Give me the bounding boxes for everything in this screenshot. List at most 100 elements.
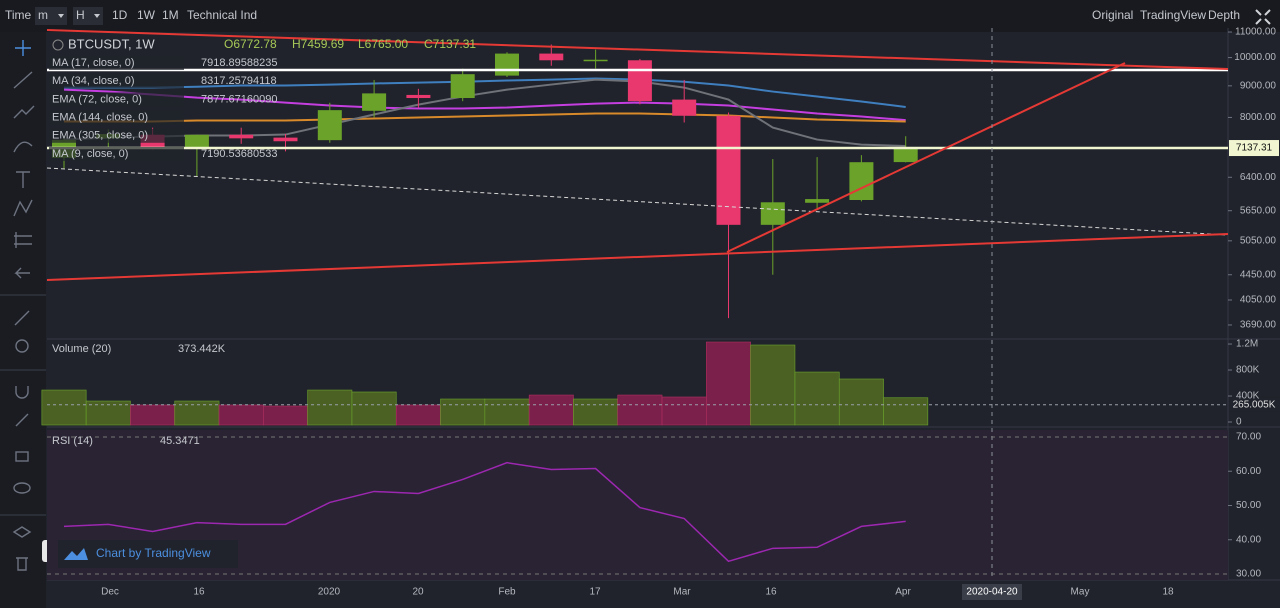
volume-bar: [218, 404, 264, 426]
toolbar-button[interactable]: 1M: [162, 8, 179, 22]
indicator-line: [64, 77, 906, 108]
trendline-icon[interactable]: [13, 71, 33, 89]
indicator-value: 7877.67160090: [201, 93, 277, 105]
y-tick-label: 30.00: [1236, 569, 1261, 580]
toolbar-button[interactable]: 1W: [137, 8, 156, 22]
volume-bar: [130, 404, 176, 426]
pattern-icon[interactable]: [13, 199, 33, 217]
candle-body: [627, 60, 652, 102]
candle-body: [583, 59, 608, 62]
volume-ma-label: 265.005K: [1233, 399, 1276, 410]
volume-bar: [838, 378, 884, 426]
toolbar-button[interactable]: m: [38, 8, 48, 22]
y-tick-label: 70.00: [1236, 432, 1261, 443]
text-icon[interactable]: [16, 171, 30, 188]
volume-value: 373.442K: [178, 343, 226, 355]
volume-label: Volume (20): [52, 343, 111, 355]
candle-body: [672, 99, 697, 116]
volume-bar: [41, 389, 87, 426]
ruler-icon[interactable]: [14, 310, 30, 326]
x-tick-label: Feb: [498, 587, 516, 598]
x-tick-label: 2020-04-20: [966, 587, 1018, 598]
x-tick-label: 16: [765, 587, 777, 598]
indicator-value: 8317.25794118: [201, 75, 277, 87]
candle-body: [273, 137, 298, 142]
x-tick-label: 18: [1162, 587, 1174, 598]
candle-body: [539, 53, 564, 61]
symbol-icon: [52, 39, 64, 51]
x-tick-label: Apr: [895, 587, 911, 598]
x-tick-label: Dec: [101, 587, 119, 598]
candle-body: [849, 162, 874, 201]
candle-body: [495, 53, 519, 76]
dropdown[interactable]: [73, 7, 103, 25]
toolbar-button[interactable]: Time: [5, 8, 32, 22]
toolbar-button[interactable]: H: [76, 8, 85, 22]
candle-body: [893, 148, 918, 163]
candle-body: [760, 202, 785, 225]
indicator-label: EMA (144, close, 0): [52, 112, 148, 124]
lock-icon[interactable]: [15, 451, 29, 462]
view-tab[interactable]: TradingView: [1140, 8, 1206, 22]
ohlc-value: C7137.31: [424, 37, 476, 51]
lock-draw-icon[interactable]: [15, 413, 29, 427]
y-tick-label: 8000.00: [1240, 112, 1277, 123]
prediction-icon[interactable]: [14, 232, 32, 248]
volume-bar: [395, 404, 441, 426]
candle-body: [450, 74, 475, 99]
watermark: Chart by TradingView: [58, 540, 238, 568]
view-tab[interactable]: Depth: [1208, 8, 1240, 22]
legend-bg: [49, 56, 184, 70]
volume-bar: [440, 398, 486, 426]
toolbar: [0, 0, 1280, 32]
eye-icon[interactable]: [13, 482, 31, 494]
y-tick-label: 3690.00: [1240, 320, 1277, 331]
back-icon[interactable]: [14, 267, 30, 279]
fib-icon[interactable]: [13, 105, 35, 119]
ohlc-value: H7459.69: [292, 37, 344, 51]
x-tick-label: 16: [193, 587, 205, 598]
rsi-line: [63, 461, 906, 563]
indicator-label: MA (9, close, 0): [52, 148, 128, 160]
candle-body: [229, 134, 254, 139]
volume-bar: [263, 405, 308, 426]
y-tick-label: 1.2M: [1236, 339, 1258, 350]
volume-bar: [484, 398, 530, 426]
toolbar-button[interactable]: Technical Ind: [187, 8, 257, 22]
toolbar-button[interactable]: 1D: [112, 8, 128, 22]
y-tick-label: 5650.00: [1240, 205, 1277, 216]
magnet-icon[interactable]: [15, 386, 29, 399]
trash-icon[interactable]: [16, 557, 28, 571]
volume-ma-box: [1229, 397, 1279, 412]
indicator-line: [64, 112, 906, 123]
overlay: Time m H 1D 1W 1M Technical Ind Original Trading…: [5, 7, 1279, 600]
volume-bar: [883, 397, 929, 426]
candle-body: [317, 110, 342, 141]
layers-icon[interactable]: [12, 526, 32, 538]
crosshair-icon[interactable]: [15, 40, 31, 56]
y-tick-label: 5050.00: [1240, 235, 1277, 246]
indicator-label: MA (34, close, 0): [52, 75, 135, 87]
rsi-label: RSI (14): [52, 435, 93, 447]
y-tick-label: 60.00: [1236, 466, 1261, 477]
volume-bar: [528, 394, 574, 426]
trendline: [46, 29, 1229, 70]
zoom-icon[interactable]: [15, 339, 29, 353]
view-tab[interactable]: Original: [1092, 8, 1133, 22]
volume-bar: [351, 391, 397, 426]
candle-body: [716, 115, 741, 225]
fullscreen-icon[interactable]: [1255, 9, 1271, 25]
dropdown[interactable]: [35, 7, 67, 25]
y-tick-label: 9000.00: [1240, 80, 1277, 91]
y-tick-label: 50.00: [1236, 500, 1261, 511]
last-price-box: [1229, 140, 1279, 157]
legend-bg: [49, 92, 184, 107]
y-tick-label: 10000.00: [1234, 52, 1276, 63]
y-tick-label: 4450.00: [1240, 269, 1277, 280]
last-price: 7137.31: [1236, 143, 1273, 154]
x-tick-label: 20: [412, 587, 424, 598]
volume-bar: [750, 344, 796, 426]
x-tick-label: 2020: [318, 587, 341, 598]
sidebar-icons: [0, 40, 46, 571]
brush-icon[interactable]: [13, 141, 33, 153]
